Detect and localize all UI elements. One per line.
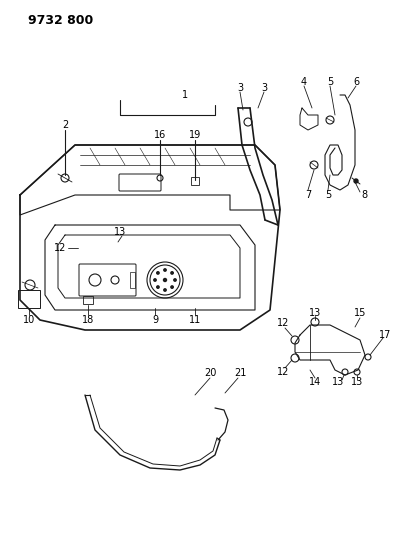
- Text: 12: 12: [277, 318, 289, 328]
- Text: 12: 12: [277, 367, 289, 377]
- Circle shape: [164, 279, 166, 281]
- Text: 17: 17: [379, 330, 391, 340]
- Text: 14: 14: [309, 377, 321, 387]
- Text: 1: 1: [182, 90, 188, 100]
- Text: 13: 13: [351, 377, 363, 387]
- Text: 18: 18: [82, 315, 94, 325]
- Circle shape: [174, 279, 176, 281]
- Text: 5: 5: [325, 190, 331, 200]
- Circle shape: [157, 272, 159, 274]
- Text: 13: 13: [332, 377, 344, 387]
- Text: 5: 5: [327, 77, 333, 87]
- Text: 4: 4: [301, 77, 307, 87]
- Text: 13: 13: [114, 227, 126, 237]
- Circle shape: [171, 286, 173, 288]
- Text: 16: 16: [154, 130, 166, 140]
- Text: 2: 2: [62, 120, 68, 130]
- Circle shape: [354, 179, 358, 183]
- Text: 10: 10: [23, 315, 35, 325]
- Circle shape: [164, 269, 166, 271]
- Text: 19: 19: [189, 130, 201, 140]
- Text: 15: 15: [354, 308, 366, 318]
- Text: 9: 9: [152, 315, 158, 325]
- Circle shape: [164, 289, 166, 291]
- Text: 12: 12: [54, 243, 66, 253]
- Text: 8: 8: [361, 190, 367, 200]
- Text: 13: 13: [309, 308, 321, 318]
- Bar: [18, 290, 40, 308]
- Circle shape: [157, 286, 159, 288]
- Text: 3: 3: [237, 83, 243, 93]
- Bar: [130, 272, 135, 288]
- Text: 9732 800: 9732 800: [28, 13, 93, 27]
- Text: 3: 3: [261, 83, 267, 93]
- Text: 20: 20: [204, 368, 216, 378]
- Text: 11: 11: [189, 315, 201, 325]
- Bar: [191, 177, 199, 185]
- Text: 21: 21: [234, 368, 246, 378]
- Text: 7: 7: [305, 190, 311, 200]
- Text: 6: 6: [353, 77, 359, 87]
- Bar: [83, 296, 93, 304]
- Circle shape: [154, 279, 156, 281]
- Circle shape: [171, 272, 173, 274]
